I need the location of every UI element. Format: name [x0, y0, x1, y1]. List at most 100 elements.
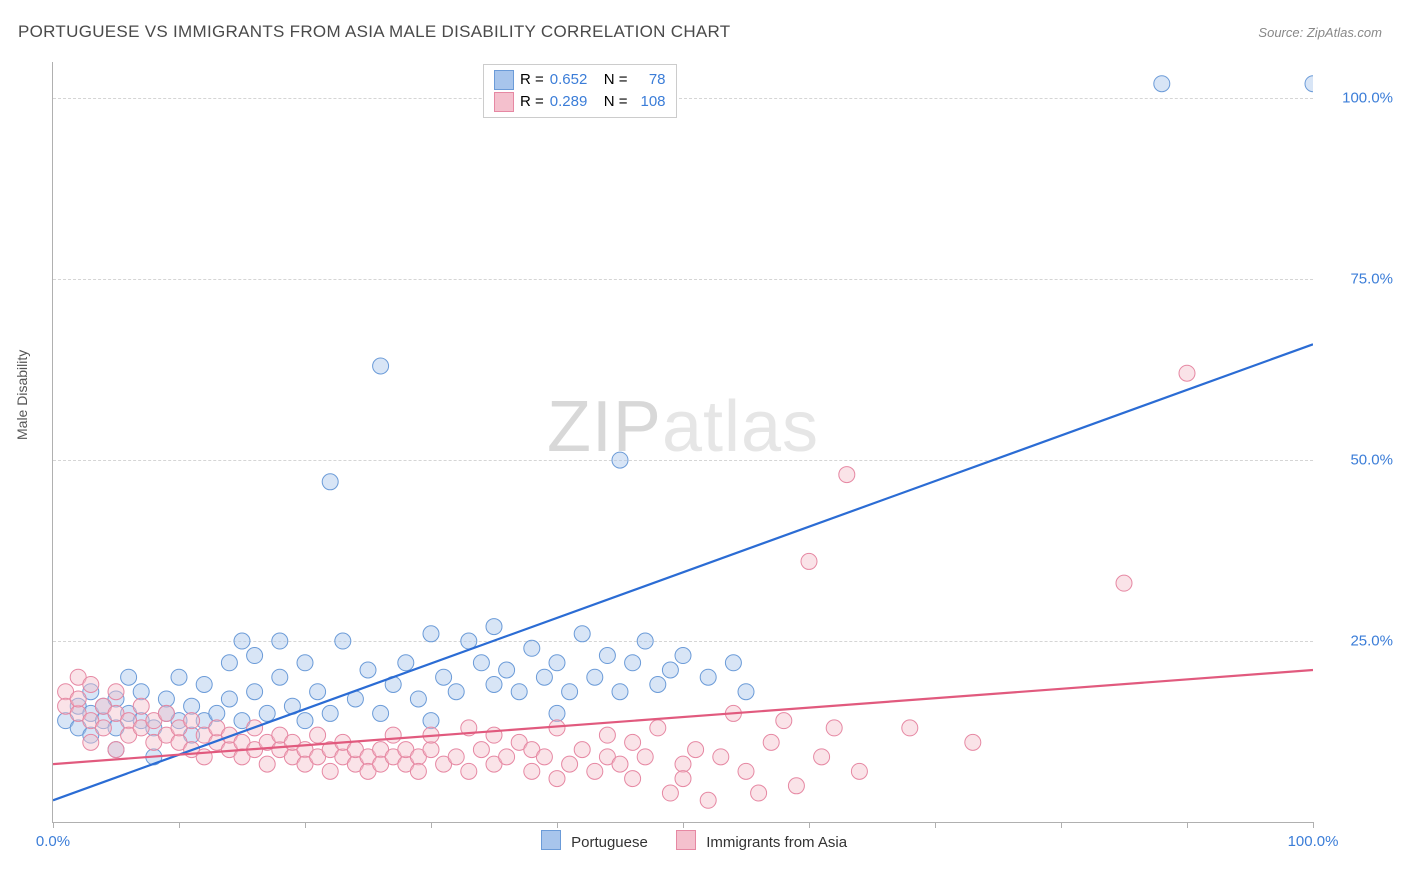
scatter-point	[574, 742, 590, 758]
legend-n-value-0: 78	[634, 69, 666, 91]
scatter-point	[83, 676, 99, 692]
scatter-point	[473, 655, 489, 671]
scatter-point	[259, 705, 275, 721]
y-tick-label: 50.0%	[1350, 452, 1393, 469]
scatter-point	[297, 713, 313, 729]
series-legend: Portuguese Immigrants from Asia	[52, 830, 1312, 851]
scatter-point	[95, 720, 111, 736]
scatter-point	[196, 676, 212, 692]
scatter-point	[536, 669, 552, 685]
scatter-point	[486, 676, 502, 692]
scatter-point	[801, 553, 817, 569]
swatch-blue-bottom	[541, 830, 561, 850]
scatter-point	[297, 655, 313, 671]
scatter-point	[725, 655, 741, 671]
scatter-point	[184, 713, 200, 729]
scatter-point	[234, 633, 250, 649]
scatter-point	[587, 763, 603, 779]
scatter-point	[410, 691, 426, 707]
scatter-point	[549, 705, 565, 721]
x-tick	[809, 822, 810, 828]
legend-label-portuguese: Portuguese	[571, 834, 648, 851]
scatter-point	[171, 669, 187, 685]
x-tick	[431, 822, 432, 828]
legend-label-immigrants: Immigrants from Asia	[706, 834, 847, 851]
scatter-point	[965, 734, 981, 750]
scatter-point	[549, 771, 565, 787]
scatter-point	[272, 633, 288, 649]
scatter-point	[423, 713, 439, 729]
x-tick	[935, 822, 936, 828]
scatter-point	[650, 676, 666, 692]
scatter-point	[738, 684, 754, 700]
scatter-point	[196, 749, 212, 765]
legend-n-label-2: N =	[604, 91, 628, 113]
scatter-point	[562, 756, 578, 772]
scatter-point	[625, 771, 641, 787]
scatter-point	[133, 684, 149, 700]
scatter-point	[1116, 575, 1132, 591]
scatter-point	[70, 691, 86, 707]
scatter-point	[536, 749, 552, 765]
scatter-point	[574, 626, 590, 642]
scatter-svg	[53, 62, 1313, 822]
x-tick	[53, 822, 54, 828]
legend-r-label-2: R =	[520, 91, 544, 113]
scatter-point	[675, 756, 691, 772]
scatter-point	[675, 771, 691, 787]
scatter-point	[423, 626, 439, 642]
x-tick	[1187, 822, 1188, 828]
scatter-point	[776, 713, 792, 729]
scatter-point	[549, 655, 565, 671]
scatter-point	[587, 669, 603, 685]
scatter-point	[700, 669, 716, 685]
scatter-point	[158, 691, 174, 707]
scatter-point	[625, 734, 641, 750]
source-attribution: Source: ZipAtlas.com	[1258, 25, 1382, 40]
scatter-point	[461, 763, 477, 779]
scatter-point	[108, 742, 124, 758]
scatter-point	[902, 720, 918, 736]
legend-r-label: R =	[520, 69, 544, 91]
scatter-point	[322, 705, 338, 721]
scatter-point	[637, 749, 653, 765]
scatter-point	[612, 756, 628, 772]
trend-line	[53, 344, 1313, 800]
scatter-point	[473, 742, 489, 758]
scatter-point	[625, 655, 641, 671]
x-tick	[683, 822, 684, 828]
scatter-point	[121, 669, 137, 685]
scatter-point	[511, 684, 527, 700]
scatter-point	[599, 648, 615, 664]
scatter-point	[713, 749, 729, 765]
scatter-point	[221, 691, 237, 707]
scatter-point	[133, 698, 149, 714]
scatter-point	[310, 684, 326, 700]
scatter-point	[599, 727, 615, 743]
scatter-point	[524, 763, 540, 779]
legend-n-label: N =	[604, 69, 628, 91]
scatter-point	[209, 705, 225, 721]
legend-r-value-1: 0.289	[550, 91, 598, 113]
y-tick-label: 75.0%	[1350, 271, 1393, 288]
scatter-point	[562, 684, 578, 700]
swatch-pink-bottom	[676, 830, 696, 850]
y-tick-label: 25.0%	[1350, 633, 1393, 650]
scatter-point	[184, 698, 200, 714]
x-tick	[1061, 822, 1062, 828]
scatter-point	[158, 705, 174, 721]
scatter-point	[1179, 365, 1195, 381]
scatter-point	[448, 684, 464, 700]
scatter-point	[423, 742, 439, 758]
scatter-point	[360, 662, 376, 678]
scatter-point	[322, 763, 338, 779]
scatter-point	[788, 778, 804, 794]
scatter-point	[637, 633, 653, 649]
scatter-point	[221, 655, 237, 671]
scatter-point	[524, 640, 540, 656]
y-tick-label: 100.0%	[1342, 90, 1393, 107]
x-tick	[179, 822, 180, 828]
scatter-point	[83, 734, 99, 750]
scatter-point	[436, 669, 452, 685]
scatter-point	[751, 785, 767, 801]
